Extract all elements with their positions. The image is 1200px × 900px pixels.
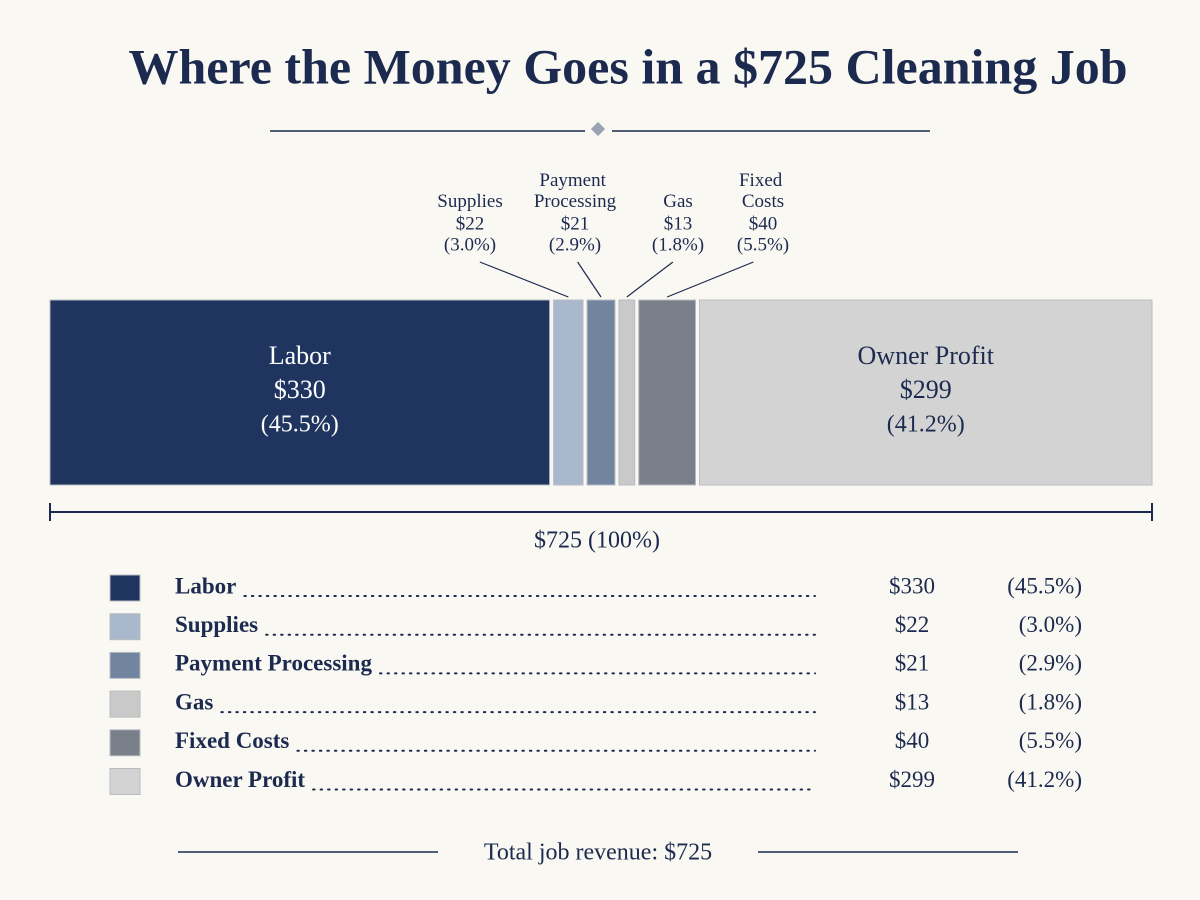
callout-value: $40 [749,213,778,234]
callout-label-line: Gas [663,191,693,212]
callout-leader [479,261,569,298]
callout-value: $21 [561,213,590,234]
legend-percent: (41.2%) [1007,767,1082,792]
legend-value: $22 [895,612,930,637]
chart-title: Where the Money Goes in a $725 Cleaning … [128,38,1127,94]
legend-swatch [109,690,141,718]
segment-label: Labor [269,341,331,370]
legend-label: Supplies [175,612,258,637]
callout-percent: (2.9%) [549,234,601,255]
callout-label-line: Supplies [437,191,502,212]
legend-swatch [109,613,141,641]
segment-percent: (45.5%) [261,412,339,438]
bar-segment [586,299,616,486]
legend-label: Payment Processing [175,651,372,676]
bar-segment [638,299,697,486]
legend-swatch [109,729,141,757]
bar-segment [618,299,636,486]
legend-swatch [109,574,141,602]
legend-label: Owner Profit [175,767,305,792]
segment-percent: (41.2%) [887,412,965,438]
footer: Total job revenue: $725 [484,840,712,866]
callout-leader [577,261,602,298]
legend-percent: (45.5%) [1007,573,1082,598]
legend-value: $13 [895,689,930,714]
legend-percent: (3.0%) [1019,612,1082,637]
legend-swatch [109,651,141,679]
callout-value: $22 [456,213,485,234]
bar-segment [553,299,584,486]
bar-segment [699,299,1153,486]
callout-label-line: Fixed [739,170,787,191]
legend-value: $21 [895,651,930,676]
callout-label-line: Processing [534,191,617,212]
legend-percent: (5.5%) [1019,728,1082,753]
legend-value: $330 [889,573,935,598]
callout-label: Gas [663,191,693,212]
title-diamond [590,121,606,137]
bar-segment [49,299,551,486]
legend-value: $40 [895,728,930,753]
legend-label: Labor [175,573,236,598]
legend-percent: (2.9%) [1019,651,1082,676]
segment-value: $299 [900,375,952,404]
legend-percent: (1.8%) [1019,689,1082,714]
callout-leader [626,261,674,298]
callout-label-line: Payment [539,170,610,191]
callout-percent: (5.5%) [737,234,789,255]
legend-label: Fixed Costs [175,728,289,753]
callout-leader [666,261,754,298]
legend-value: $299 [889,767,935,792]
segment-value: $330 [274,375,326,404]
callout-label: Supplies [437,191,502,212]
callout-percent: (1.8%) [652,234,704,255]
callout-label: Payment Processing [534,170,617,212]
callout-percent: (3.0%) [444,234,496,255]
total-label: $725 (100%) [534,528,660,554]
legend-label: Gas [175,689,213,714]
legend-swatch [109,768,141,795]
callout-label: Fixed Costs [739,170,787,212]
segment-label: Owner Profit [858,341,995,370]
callout-value: $13 [664,213,693,234]
callout-label-line: Costs [742,191,784,212]
